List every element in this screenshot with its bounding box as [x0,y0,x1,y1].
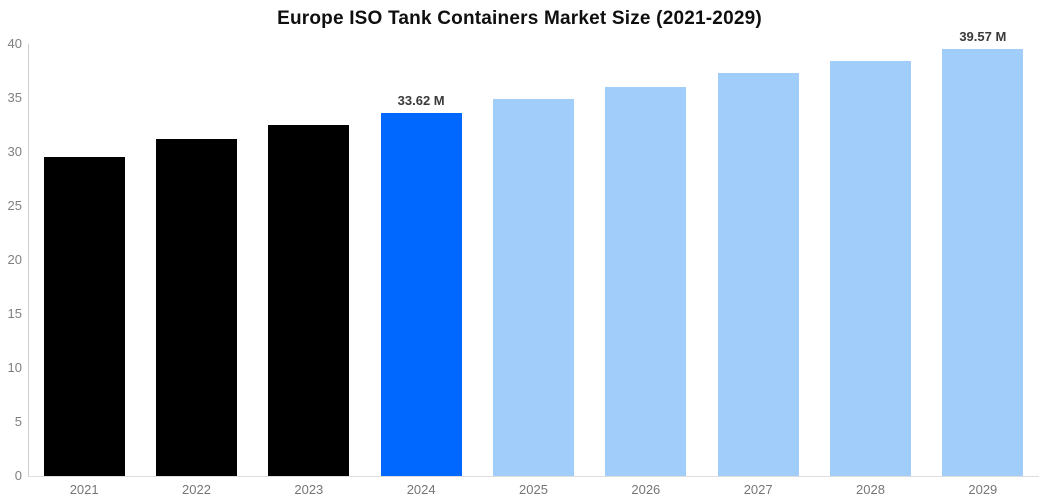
bar-2027 [717,73,799,476]
y-tick-label-0: 0 [14,468,22,483]
bar-2021 [43,157,125,476]
x-tick-label-2026: 2026 [631,482,661,497]
bar-value-label-2029: 39.57 M [959,28,1007,44]
x-tick-label-2027: 2027 [743,482,773,497]
bar-2028 [830,61,911,476]
chart-title: Europe ISO Tank Containers Market Size (… [277,8,762,29]
x-axis-line [28,476,1039,477]
bar-2023 [268,125,350,476]
y-tick-label-15: 15 [7,306,22,321]
y-tick-label-20: 20 [7,252,22,267]
x-tick-label-2022: 2022 [182,482,211,497]
y-tick-label-10: 10 [7,360,22,375]
x-tick-label-2028: 2028 [856,482,885,497]
y-tick-label-30: 30 [7,144,22,159]
bar-2029 [942,48,1024,476]
x-tick-label-2021: 2021 [69,482,99,497]
bar-2024 [380,112,462,476]
y-tick-label-40: 40 [7,36,22,51]
bar-value-label-2024: 33.62 M [397,92,445,108]
bar-2022 [156,139,237,476]
x-tick-label-2029: 2029 [968,482,998,497]
x-tick-label-2025: 2025 [519,482,548,497]
bar-2025 [493,99,574,476]
y-tick-label-25: 25 [7,198,22,213]
y-tick-label-5: 5 [14,414,22,429]
y-tick-label-35: 35 [7,90,22,105]
x-tick-label-2024: 2024 [406,482,436,497]
x-tick-label-2023: 2023 [294,482,324,497]
y-axis-line [28,44,29,476]
bar-2026 [605,87,687,476]
